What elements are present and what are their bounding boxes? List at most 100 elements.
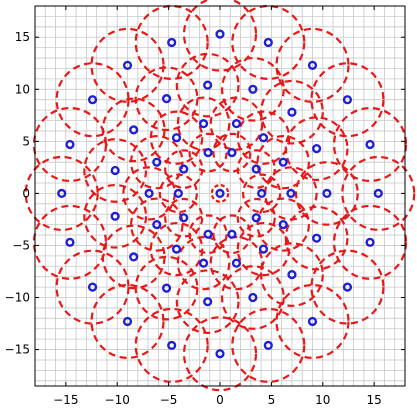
x-axis-ticks: −15 −10 −5 0 5 10 15 [53,6,382,407]
y-tick-label: −15 [5,343,30,357]
data-point-marker [227,229,237,239]
neighborhood-circle [236,221,291,277]
data-point-marker [203,80,213,90]
x-tick-label: −10 [105,393,130,407]
data-point-marker [198,119,209,129]
neighborhood-circle [212,214,252,255]
neighborhood-circle [129,197,184,252]
neighborhood-circle [182,0,258,72]
data-point-marker [365,139,375,150]
y-axis-ticks: −15 −10 −5 0 5 10 15 [5,30,405,357]
data-point-marker [231,119,242,129]
y-tick-label: 5 [22,134,30,148]
data-point-marker [65,139,75,150]
data-point-marker [227,147,237,158]
neighborhood-circle [134,66,199,131]
data-point-marker [322,188,332,198]
x-tick-label: 0 [216,393,224,407]
data-point-marker [248,292,258,303]
data-point-marker [312,233,322,243]
neighborhood-circle [90,283,165,359]
neighborhood-circle [294,161,359,226]
data-point-marker [287,270,297,280]
data-point-marker [251,164,261,174]
data-point-marker [258,133,269,143]
data-point-marker [258,244,269,254]
neighborhood-circle [32,106,108,183]
data-point-marker [251,213,261,223]
neighborhood-circle [242,173,282,214]
data-point-marker [257,188,267,198]
y-tick-label: 0 [22,186,30,200]
data-point-marker [110,211,120,221]
neighborhood-circle [260,79,324,145]
x-tick-label: −5 [160,393,178,407]
data-point-marker [342,95,353,105]
neighborhood-circle [209,236,264,291]
neighborhood-circle [55,249,130,325]
neighborhood-circle [188,214,228,255]
neighborhood-circle [212,132,252,173]
x-tick-label: 5 [268,393,276,407]
neighborhood-circle [175,52,240,118]
data-point-marker [215,349,225,359]
data-point-marker [173,188,183,198]
y-tick-label: 15 [15,30,30,44]
neighborhood-circle [134,4,209,80]
data-point-marker [203,147,213,158]
data-point-marker [278,157,288,167]
neighborhood-circle [275,27,350,103]
data-point-marker [167,340,177,350]
data-point-marker [307,316,318,327]
data-point-marker [248,84,258,94]
data-point-marker [373,188,383,198]
neighborhood-circle [220,56,285,122]
data-point-marker [179,213,189,223]
data-point-marker [152,220,162,230]
data-point-marker [287,107,297,117]
neighborhood-circle [231,4,306,80]
neighborhood-circle [188,132,228,173]
neighborhood-circle [284,116,349,181]
neighborhood-circle [24,155,99,231]
neighborhood-circle [210,183,230,203]
data-point-marker [263,340,273,350]
neighborhood-circle [236,149,276,189]
data-point-marker [110,165,120,176]
data-point-marker [87,282,98,292]
data-point-marker [312,144,322,154]
neighborhood-circle [176,236,231,291]
data-point-marker [307,60,318,70]
data-point-marker [203,297,213,307]
neighborhood-circle [310,249,385,325]
data-point-marker [342,282,353,292]
neighborhood-circle [332,106,408,183]
data-point-marker [122,316,133,327]
data-point-marker [129,252,139,262]
neighborhood-circle [83,138,148,203]
data-point-marker [215,29,225,39]
data-point-marker [278,220,288,230]
data-point-marker [161,283,172,293]
neighborhood-circle [220,265,285,330]
neighborhood-circle [176,96,231,151]
data-point-marker [57,188,67,198]
data-point-marker [87,95,98,105]
y-tick-label: −10 [5,291,30,305]
data-point-marker [161,94,172,104]
neighborhood-circle [164,197,204,238]
data-point-marker [198,258,209,268]
neighborhood-circle [83,183,148,249]
x-tick-label: 15 [367,393,382,407]
neighborhood-circle [209,96,264,151]
data-point-marker [286,188,296,198]
neighborhood-circle [236,197,276,238]
data-point-marker [65,237,75,247]
data-point-marker [263,37,273,48]
neighborhood-circles [24,0,416,392]
data-point-marker [144,188,154,198]
neighborhood-circle [275,283,350,359]
neighborhood-circle [260,242,324,307]
neighborhood-circle [175,269,240,335]
